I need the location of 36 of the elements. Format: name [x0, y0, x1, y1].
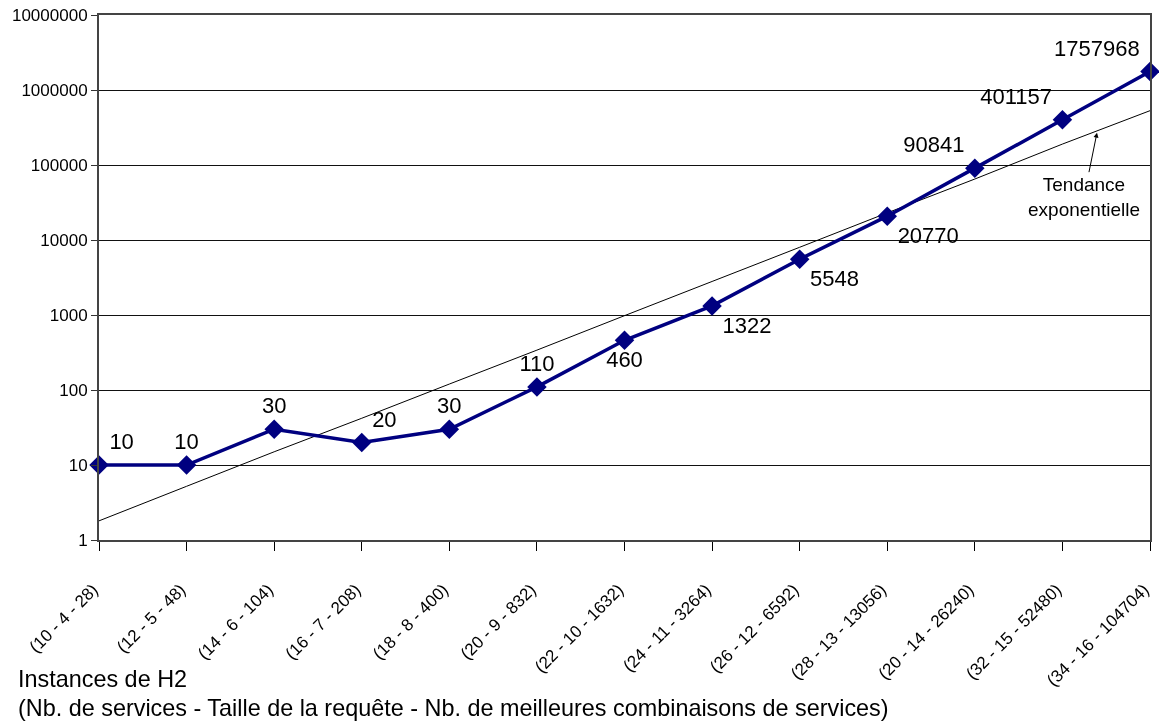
x-tick-label: (12 - 5 - 48)	[113, 580, 190, 657]
x-tick-label: (18 - 8 - 400)	[369, 580, 453, 664]
point	[877, 206, 897, 226]
data-label: 30	[261, 393, 287, 419]
data-label: 20	[372, 406, 397, 432]
data-label: 30	[437, 393, 462, 419]
data-label: 10	[109, 429, 134, 455]
point	[789, 249, 810, 269]
point	[176, 455, 197, 475]
point	[527, 377, 547, 397]
data-label: 1322	[722, 312, 772, 338]
x-tick-label: (10 - 4 - 28)	[25, 580, 102, 657]
data-label: 1757968	[1053, 35, 1140, 61]
y-tick-label: 10000	[40, 230, 88, 250]
point	[352, 432, 372, 453]
point	[439, 419, 460, 439]
data-label: 5548	[810, 266, 859, 292]
data-label: 110	[519, 351, 555, 377]
y-tick-label: 100000	[30, 155, 88, 175]
data-label: 10	[174, 429, 199, 455]
point	[264, 419, 284, 439]
data-label: 401157	[980, 83, 1053, 109]
y-tick-label: 1000000	[21, 80, 88, 100]
data-label: 90841	[903, 132, 965, 158]
point	[1052, 110, 1073, 130]
y-tick-label: 1000	[49, 305, 88, 325]
point	[614, 330, 635, 351]
y-tick-label: 10	[68, 455, 88, 475]
point	[702, 296, 722, 316]
y-tick-label: 10000000	[11, 5, 88, 25]
data-label: 460	[606, 347, 643, 373]
annotation: Tendance exponentielle	[1028, 174, 1140, 220]
y-tick-label: 100	[59, 380, 88, 400]
y-tick-label: 1	[78, 530, 88, 550]
point	[965, 158, 985, 178]
line-series	[99, 110, 1150, 522]
